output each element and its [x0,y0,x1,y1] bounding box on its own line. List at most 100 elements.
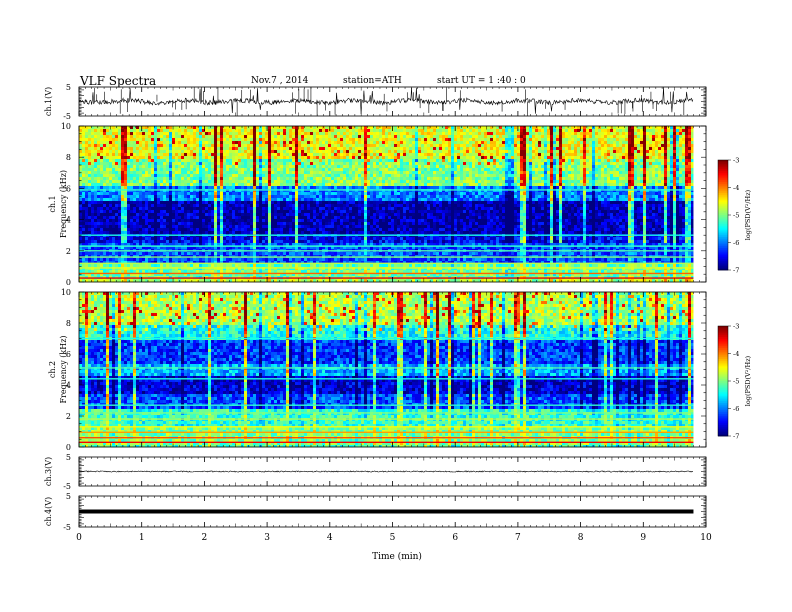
psd-cell [538,144,541,147]
psd-cell [391,165,394,168]
psd-cell [517,159,520,162]
psd-cell [256,159,259,162]
psd-cell [532,186,535,189]
psd-cell [676,174,679,177]
psd-cell [496,156,499,159]
psd-cell [112,183,115,186]
psd-cell [370,171,373,174]
psd-cell [658,159,661,162]
psd-cell [193,186,196,189]
psd-cell [586,183,589,186]
psd-cell [232,156,235,159]
psd-cell [301,156,304,159]
psd-cell [535,174,538,177]
psd-cell [148,186,151,189]
psd-cell [655,138,658,141]
psd-cell [385,156,388,159]
psd-cell [82,141,85,144]
psd-cell [424,150,427,153]
psd-cell [544,150,547,153]
psd-cell [553,147,556,150]
psd-cell [214,174,217,177]
psd-cell [415,144,418,147]
psd-cell [514,150,517,153]
psd-cell [490,141,493,144]
psd-cell [652,147,655,150]
psd-cell [550,162,553,165]
psd-cell [283,144,286,147]
psd-cell [364,168,367,171]
psd-cell [304,144,307,147]
psd-cell [169,147,172,150]
psd-cell [313,135,316,138]
psd-cell [226,165,229,168]
psd-cell [466,144,469,147]
psd-cell [328,192,331,195]
psd-cell [412,171,415,174]
psd-cell [565,129,568,132]
psd-cell [358,165,361,168]
psd-cell [349,156,352,159]
psd-cell [640,180,643,183]
psd-cell [583,147,586,150]
psd-cell [592,168,595,171]
psd-cell [193,171,196,174]
psd-cell [160,138,163,141]
psd-cell [397,138,400,141]
psd-cell [310,144,313,147]
psd-cell [106,183,109,186]
psd-cell [277,192,280,195]
psd-cell [304,174,307,177]
psd-cell [511,186,514,189]
psd-cell [478,159,481,162]
psd-cell [481,129,484,132]
psd-cell [418,144,421,147]
psd-cell [220,147,223,150]
psd-cell [448,192,451,195]
psd-cell [208,135,211,138]
psd-cell [415,129,418,132]
psd-cell [391,168,394,171]
psd-cell [673,177,676,180]
psd-cell [448,129,451,132]
psd-cell [649,153,652,156]
psd-cell [106,135,109,138]
psd-cell [616,129,619,132]
psd-cell [274,129,277,132]
psd-cell [622,132,625,135]
psd-cell [373,141,376,144]
psd-cell [412,177,415,180]
psd-cell [298,132,301,135]
psd-cell [526,192,529,195]
psd-cell [190,180,193,183]
psd-cell [301,174,304,177]
psd-cell [340,129,343,132]
psd-cell [493,132,496,135]
psd-cell [571,171,574,174]
psd-cell [211,144,214,147]
psd-cell [82,183,85,186]
psd-cell [532,132,535,135]
psd-cell [85,135,88,138]
psd-cell [589,168,592,171]
psd-cell [628,162,631,165]
psd-cell [103,192,106,195]
psd-cell [409,147,412,150]
psd-cell [187,132,190,135]
psd-cell [652,156,655,159]
psd-cell [355,147,358,150]
psd-cell [487,153,490,156]
psd-cell [331,144,334,147]
psd-cell [493,126,496,129]
psd-cell [385,150,388,153]
psd-cell [337,165,340,168]
psd-cell [301,135,304,138]
psd-cell [256,135,259,138]
psd-cell [604,183,607,186]
psd-cell [166,126,169,129]
psd-cell [598,180,601,183]
psd-cell [139,138,142,141]
psd-cell [307,153,310,156]
psd-cell [352,177,355,180]
psd-cell [190,162,193,165]
